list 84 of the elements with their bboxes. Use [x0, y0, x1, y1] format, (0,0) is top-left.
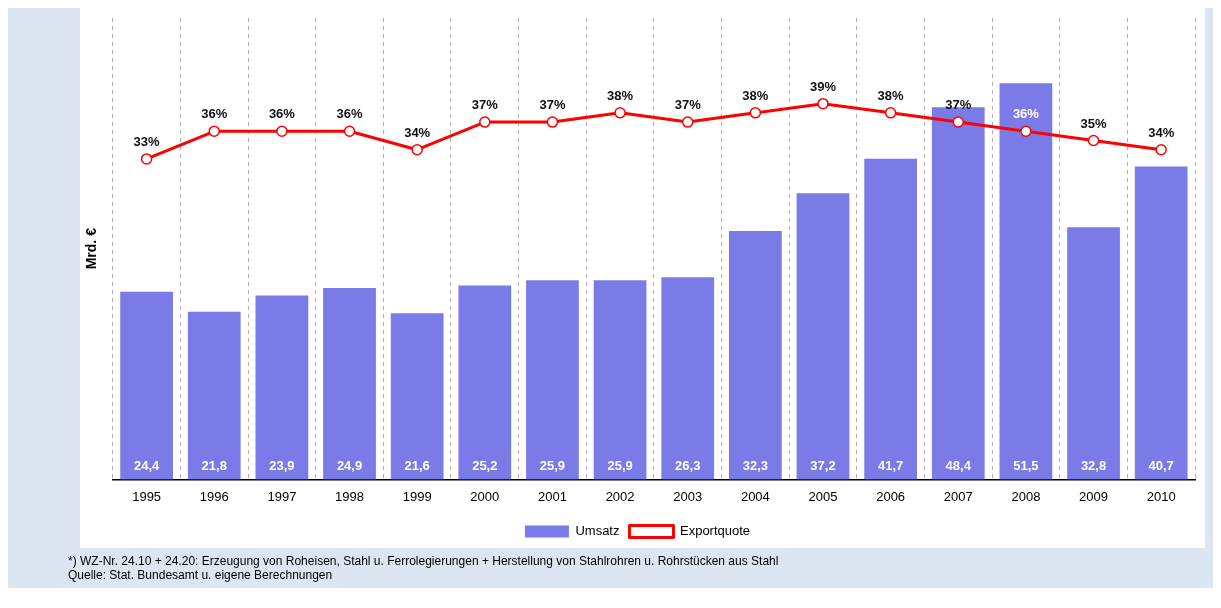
bar [593, 280, 647, 480]
x-tick-label: 1995 [132, 488, 162, 504]
x-tick-label: 2002 [605, 488, 635, 504]
bar [1134, 166, 1188, 480]
x-tick-label: 2003 [673, 488, 703, 504]
data-label: 34% [1148, 124, 1175, 140]
data-label: 38% [607, 87, 634, 103]
data-label: 23,9 [269, 458, 295, 474]
data-label: 25,2 [472, 458, 498, 474]
point [208, 125, 221, 138]
source-note: Quelle: Stat. Bundesamt u. eigene Berechnungen [68, 568, 334, 582]
data-label: 37% [471, 97, 499, 113]
data-label: 36% [1012, 106, 1040, 122]
bar [864, 158, 918, 480]
bar [458, 285, 512, 480]
x-tick-label: 2009 [1079, 488, 1108, 504]
x-tick-label: 2004 [740, 488, 770, 504]
x-tick-label: 2010 [1146, 488, 1176, 504]
point [952, 116, 965, 128]
x-tick-label: 1998 [335, 488, 364, 504]
bar [187, 311, 241, 480]
x-tick-label: 2000 [470, 488, 500, 504]
data-label: 36% [336, 106, 363, 122]
x-tick-label: 2001 [537, 488, 567, 504]
bar [661, 277, 715, 480]
data-label: 32,3 [742, 458, 769, 474]
data-label: 25,9 [539, 458, 566, 474]
bar [323, 287, 376, 480]
point [681, 116, 694, 128]
data-label: 37% [674, 97, 702, 113]
point [276, 125, 288, 138]
point [343, 125, 356, 138]
data-label: 36% [201, 106, 228, 122]
bar [255, 295, 309, 480]
data-label: 37,2 [810, 458, 836, 474]
point [1155, 143, 1167, 156]
bar [120, 291, 173, 480]
bar [1067, 227, 1120, 480]
point [140, 153, 153, 165]
data-label: 24,4 [133, 458, 161, 474]
data-label: 34% [404, 124, 431, 140]
bar [931, 107, 985, 480]
bar [526, 280, 579, 480]
data-label: 35% [1080, 115, 1107, 131]
data-label: 41,7 [877, 458, 904, 474]
point [1020, 125, 1032, 138]
x-tick-label: 2008 [1011, 488, 1041, 504]
data-label: 37% [539, 97, 566, 113]
text: *) WZ-Nr. 24.10 + 24.20: Erzeugung von Roheisen, Stahl u. Ferrolegierungen + Herstellung von Stahlrohren u. Rohrstücken aus Stahl [68, 554, 780, 568]
data-label: 36% [268, 106, 296, 122]
data-label: 51,5 [1013, 458, 1039, 474]
point [479, 116, 491, 128]
y-axis-title: Mrd. € [83, 227, 100, 270]
point [411, 143, 423, 156]
point [749, 107, 762, 119]
data-label: 21,6 [404, 458, 430, 474]
data-label: 26,3 [675, 458, 701, 474]
point [817, 97, 829, 110]
x-tick-label: 1999 [402, 488, 432, 504]
data-label: 48,4 [945, 458, 972, 474]
bar [728, 231, 782, 480]
data-label: 24,9 [336, 458, 363, 474]
data-label: 33% [133, 133, 161, 149]
bar [999, 83, 1053, 480]
x-tick-label: 1997 [267, 488, 297, 504]
data-label: 38% [742, 87, 769, 103]
data-label: 32,8 [1080, 458, 1107, 474]
x-tick-label: 1996 [199, 488, 229, 504]
bar [390, 313, 444, 480]
data-label: 25,9 [607, 458, 633, 474]
legend-label: Exportquote [679, 523, 751, 539]
legend-label: Umsatz [575, 523, 620, 539]
data-label: 38% [877, 87, 905, 103]
x-tick-label: 2007 [943, 488, 973, 504]
data-label: 39% [809, 78, 837, 94]
point [546, 116, 559, 128]
bar [796, 193, 850, 480]
point [614, 107, 626, 119]
data-label: 40,7 [1148, 458, 1174, 474]
data-label: 21,8 [201, 458, 227, 474]
point [1087, 134, 1100, 147]
point [884, 107, 897, 119]
x-tick-label: 2006 [876, 488, 906, 504]
x-tick-label: 2005 [808, 488, 838, 504]
